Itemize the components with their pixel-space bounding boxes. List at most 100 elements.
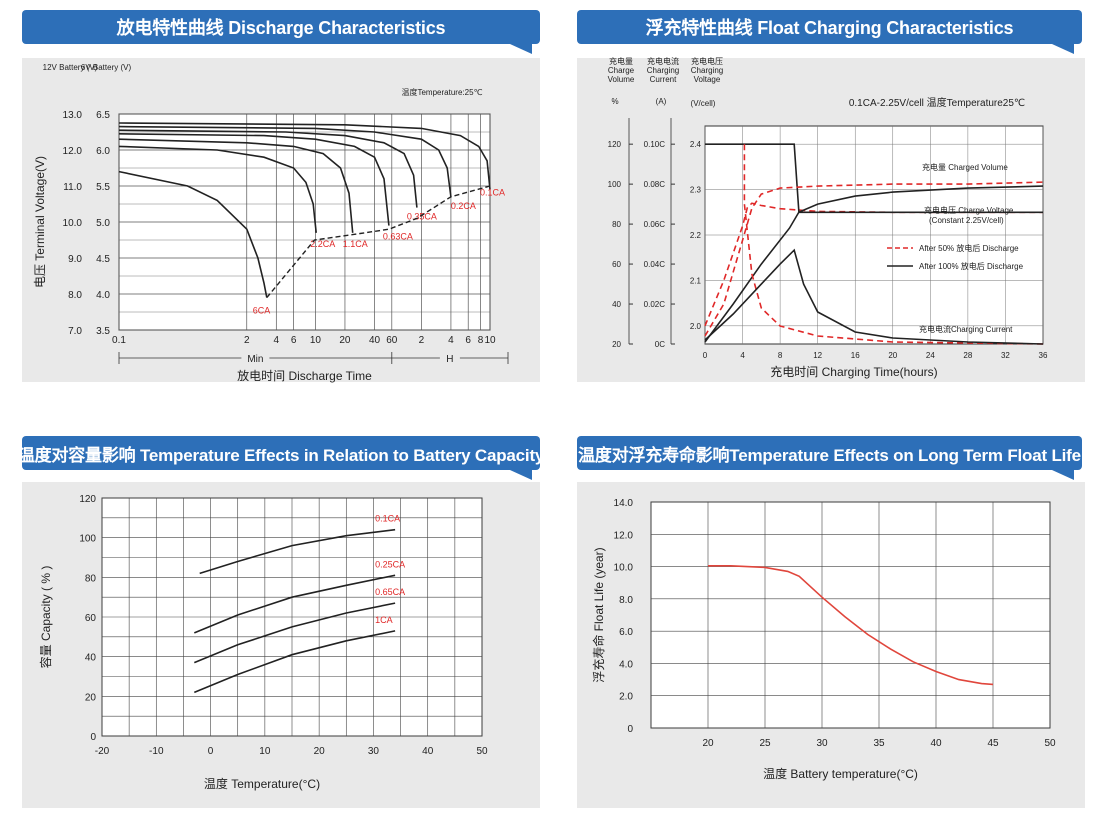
- discharge-xtick: 60: [386, 335, 398, 346]
- discharge-xtick: 10: [310, 335, 322, 346]
- capacity-xtick: 10: [259, 746, 271, 757]
- discharge-unit-hour: H: [446, 354, 453, 365]
- temperature-capacity-plot-area: 0 20 40 60 80 100 120 -20 -10 0 10 20 30 40 50 容量 Capac…: [22, 482, 540, 808]
- capacity-label-0-25ca: 0.25CA: [375, 559, 405, 569]
- float-charging-header: 浮充特性曲线 Float Charging Characteristics: [577, 10, 1082, 54]
- float-annotation-voltage: 充电电压 Charge Voltage: [924, 205, 1014, 215]
- float-xtick: 20: [888, 351, 897, 360]
- float-xtick: 0: [703, 351, 708, 360]
- float-header-volume: Charge: [608, 66, 635, 75]
- discharge-xtick: 2: [244, 335, 250, 346]
- capacity-ytick: 80: [85, 573, 97, 584]
- float-annotation-voltage-const: (Constant 2.25V/cell): [929, 216, 1004, 225]
- float-xtick: 8: [778, 351, 783, 360]
- float-ytick-voltage: 2.1: [690, 276, 702, 285]
- capacity-xtick: 20: [314, 746, 326, 757]
- float-condition-note: 0.1CA-2.25V/cell 温度Temperature25℃: [849, 96, 1025, 109]
- float-life-curve-0: [708, 565, 994, 686]
- temperature-capacity-header: 温度对容量影响 Temperature Effects in Relation …: [18, 436, 544, 480]
- float-life-ytick: 2.0: [619, 692, 633, 703]
- float-ytick-volume: 120: [608, 140, 622, 149]
- float-life-plot-area: 0 2.0 4.0 6.0 8.0 10.0 12.0 14.0 20 25 30 35 40 45 50 浮…: [577, 482, 1085, 808]
- temperature-capacity-chart: 0 20 40 60 80 100 120 -20 -10 0 10 20 30 40 50 容量 Capac…: [38, 494, 488, 791]
- discharge-xtick: 10: [484, 335, 496, 346]
- float-legend-after100: After 100% 放电后 Discharge: [919, 261, 1024, 271]
- discharge-unit-bg: [439, 351, 460, 364]
- float-xtick: 32: [1001, 351, 1010, 360]
- discharge-curve-0-63ca: [118, 133, 390, 226]
- float-ytick-volume: 100: [608, 180, 622, 189]
- discharge-label-2-2ca: 2.2CA: [310, 239, 335, 249]
- float-annotation-current: 充电电流Charging Current: [919, 324, 1013, 334]
- capacity-xtick: -10: [149, 746, 164, 757]
- float-volume-after-50-discharge: [704, 181, 1044, 337]
- discharge-ytick-6v: 4.0: [96, 290, 110, 301]
- discharge-xtick: 6: [465, 335, 471, 346]
- float-xlabel: 充电时间 Charging Time(hours): [770, 364, 937, 379]
- float-life-header: 温度对浮充寿命影响Temperature Effects on Long Ter…: [577, 436, 1082, 480]
- float-charging-plot-area: 充电量 Charge Volume 充电电流 Charging Current 充电电压 Ch…: [577, 56, 1085, 382]
- capacity-xtick: 40: [422, 746, 434, 757]
- discharge-xtick: 0.1: [112, 335, 126, 346]
- float-life-xtick: 40: [930, 738, 942, 749]
- discharge-curve-0-1ca: [118, 122, 491, 190]
- discharge-header: 放电特性曲线 Discharge Characteristics: [22, 10, 540, 54]
- discharge-label-0-63ca: 0.63CA: [383, 232, 413, 242]
- float-current-after-100-discharge: [704, 248, 1044, 345]
- discharge-ytick-6v: 5.0: [96, 218, 110, 229]
- discharge-ytick-12v: 12.0: [63, 146, 83, 157]
- discharge-label-1-1ca: 1.1CA: [343, 239, 368, 249]
- capacity-xtick: 50: [476, 746, 488, 757]
- discharge-xtick: 2: [419, 335, 425, 346]
- discharge-ytick-6v: 6.0: [96, 146, 110, 157]
- float-header-volume: Volume: [608, 75, 635, 84]
- float-life-ytick: 4.0: [619, 659, 633, 670]
- float-life-frame: [650, 501, 1051, 729]
- capacity-curve-0-25ca: [193, 574, 396, 634]
- capacity-xtick: 30: [368, 746, 380, 757]
- capacity-ytick: 0: [90, 732, 96, 743]
- discharge-ytick-6v: 5.5: [96, 182, 110, 193]
- float-ytick-volume: 60: [612, 260, 621, 269]
- capacity-ytick: 120: [79, 494, 96, 505]
- float-life-ytick: 6.0: [619, 627, 633, 638]
- discharge-xtick: 4: [448, 335, 454, 346]
- capacity-ytick: 20: [85, 692, 97, 703]
- capacity-label-0-65ca: 0.65CA: [375, 587, 405, 597]
- float-charging-panel: 浮充特性曲线 Float Charging Characteristics 充电…: [577, 10, 1087, 382]
- float-header-current: Charging: [647, 66, 679, 75]
- discharge-label-0-35ca: 0.35CA: [407, 212, 437, 222]
- discharge-ytick-12v: 7.0: [68, 326, 82, 337]
- float-xtick: 36: [1039, 351, 1048, 360]
- capacity-xtick: 0: [208, 746, 214, 757]
- capacity-ytick: 100: [79, 534, 96, 545]
- float-ytick-current: 0.10C: [644, 140, 666, 149]
- float-volume-after-100-discharge: [704, 185, 1044, 343]
- discharge-yheader-6v: 6V Battery (V): [81, 63, 132, 72]
- float-unit-current: (A): [656, 97, 667, 106]
- float-current-after-50-discharge: [743, 144, 1044, 345]
- float-unit-volume: %: [611, 97, 618, 106]
- capacity-ytick: 40: [85, 653, 97, 664]
- discharge-curve-2-2ca: [118, 145, 317, 233]
- discharge-label-0-1ca: 0.1CA: [480, 188, 505, 198]
- float-ytick-current: 0.02C: [644, 300, 666, 309]
- float-ytick-voltage: 2.3: [690, 186, 702, 195]
- discharge-xtick: 40: [369, 335, 381, 346]
- float-life-ytick: 12.0: [614, 530, 634, 541]
- float-voltage-after-100-discharge: [705, 143, 1043, 214]
- float-xtick: 16: [851, 351, 860, 360]
- discharge-xtick: 4: [274, 335, 280, 346]
- discharge-curve-0-35ca: [118, 129, 418, 208]
- float-header-current: Current: [650, 75, 677, 84]
- float-life-chart: 0 2.0 4.0 6.0 8.0 10.0 12.0 14.0 20 25 30 35 40 45 50 浮…: [591, 498, 1056, 781]
- capacity-xtick: -20: [95, 746, 110, 757]
- discharge-xtick: 6: [291, 335, 297, 346]
- float-ytick-volume: 80: [612, 220, 621, 229]
- discharge-ytick-12v: 10.0: [63, 218, 83, 229]
- capacity-curve-1ca: [193, 630, 396, 694]
- float-ytick-current: 0.04C: [644, 260, 666, 269]
- float-unit-voltage: (V/cell): [691, 99, 716, 108]
- discharge-ytick-6v: 3.5: [96, 326, 110, 337]
- float-ytick-voltage: 2.2: [690, 231, 702, 240]
